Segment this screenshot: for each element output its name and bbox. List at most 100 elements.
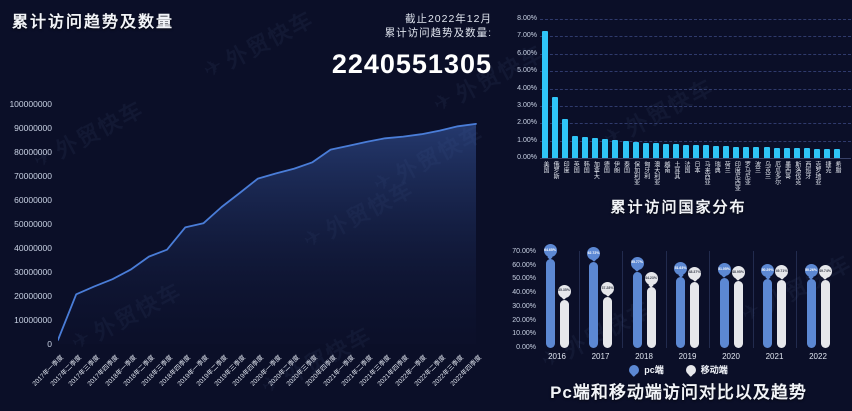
- pc-bar: [632, 271, 642, 348]
- country-x-tick-label: 美国: [542, 161, 548, 173]
- country-x-tick-label: 西班牙: [803, 161, 810, 179]
- pc-balloon-icon: [629, 364, 640, 375]
- country-x-tick-label: 俄罗斯: [552, 161, 559, 179]
- pc-bar: [545, 259, 555, 348]
- country-bar: [783, 147, 790, 158]
- visits-x-tick-label: 2018年一季度: [104, 354, 138, 388]
- device-group-separator: [709, 251, 711, 348]
- visits-y-tick-label: 90000000: [14, 123, 52, 133]
- pc-bar: [676, 277, 685, 348]
- country-x-tick-label: 韩国: [582, 161, 589, 173]
- device-chart-title: Pc端和移动端访问对比以及趋势: [550, 383, 807, 402]
- watermark-logo-icon: ✈: [28, 141, 59, 173]
- device-year-label: 2016: [548, 352, 566, 361]
- country-bar: [602, 138, 609, 158]
- device-year-label: 2020: [722, 352, 740, 361]
- mobile-balloon-marker: 44.23%: [644, 272, 658, 286]
- country-gridline: [540, 19, 851, 20]
- country-chart-title: 累计访问国家分布: [610, 199, 747, 216]
- country-x-tick-label: 澳大利亚: [652, 161, 659, 185]
- country-x-tick-label: 厄瓜多尔: [773, 161, 780, 185]
- country-y-tick-label: 6.00%: [517, 49, 537, 57]
- country-bar: [622, 140, 629, 158]
- visits-x-tick-label: 2022年一季度: [394, 354, 429, 388]
- mobile-balloon-marker: 49.74%: [818, 264, 832, 278]
- pc-balloon-marker: 62.72%: [587, 246, 600, 260]
- country-bar: [582, 137, 589, 158]
- summary-block: 截止2022年12月 累计访问趋势及数量: 2240551305: [300, 12, 492, 80]
- mobile-balloon-marker: 48.95%: [731, 265, 745, 279]
- visits-x-tick-label: 2017年一季度: [31, 354, 66, 388]
- device-legend: pc端 移动端: [505, 363, 852, 376]
- device-y-tick-label: 60.00%: [512, 261, 536, 269]
- visits-x-tick-label: 2021年一季度: [322, 354, 356, 388]
- country-y-tick-label: 0.00%: [517, 154, 537, 161]
- device-year-label: 2018: [635, 352, 653, 361]
- country-bar: [652, 143, 659, 158]
- visits-x-tick-label: 2021年四季度: [376, 354, 411, 388]
- country-bar: [813, 148, 820, 158]
- visits-y-tick-label: 50000000: [14, 219, 52, 229]
- country-gridline: [540, 140, 851, 142]
- device-group-separator: [796, 251, 798, 348]
- device-y-tick-label: 10.00%: [512, 330, 536, 338]
- visits-x-tick-label: 2020年二季度: [267, 354, 302, 388]
- visits-y-tick-label: 40000000: [14, 243, 52, 253]
- mobile-bar: [646, 287, 656, 348]
- device-year-label: 2019: [678, 352, 697, 361]
- mobile-bar: [690, 281, 699, 348]
- device-year-label: 2022: [809, 352, 827, 361]
- country-y-tick-label: 8.00%: [517, 15, 537, 22]
- pc-bar: [719, 277, 729, 348]
- mobile-balloon-marker: 35.35%: [557, 284, 571, 298]
- country-bar: [612, 139, 619, 158]
- watermark-logo-icon: ✈: [736, 295, 767, 327]
- country-x-tick-label: 土耳其: [672, 161, 679, 179]
- country-x-tick-label: 克罗地亚: [813, 161, 820, 185]
- country-y-tick-label: 2.00%: [517, 119, 537, 127]
- watermark: ✈外贸快车: [736, 246, 852, 331]
- mobile-balloon-icon: [685, 364, 696, 375]
- country-gridline: [540, 53, 851, 55]
- visits-x-tick-label: 2021年二季度: [340, 354, 375, 388]
- country-gridline: [540, 105, 851, 107]
- pc-balloon-marker: 50.29%: [761, 264, 774, 278]
- country-x-tick-label: 德国: [602, 161, 609, 173]
- country-x-tick-label: 瑞典: [713, 161, 720, 173]
- pc-bar: [589, 261, 598, 348]
- summary-total-value: 2240551305: [331, 49, 492, 79]
- country-x-tick-label: 匈牙利: [642, 161, 649, 179]
- visits-x-tick-label: 2017年三季度: [67, 354, 102, 388]
- visits-x-tick-label: 2017年四季度: [86, 354, 120, 388]
- pc-balloon-marker: 55.77%: [630, 256, 644, 270]
- mobile-bar: [603, 296, 612, 348]
- visits-y-tick-label: 100000000: [9, 99, 52, 109]
- area-fill: [58, 123, 476, 345]
- country-bar: [552, 97, 559, 158]
- country-bar: [542, 31, 548, 158]
- legend-item-mobile: 移动端: [685, 363, 728, 376]
- country-bar: [642, 142, 649, 158]
- country-y-tick-label: 7.00%: [517, 32, 537, 40]
- mobile-bar: [820, 279, 830, 348]
- country-x-tick-label: 日本: [693, 161, 700, 173]
- country-x-tick-label: 伊朗: [612, 161, 619, 173]
- country-gridline: [540, 123, 851, 125]
- pc-balloon-marker: 51.05%: [717, 262, 731, 276]
- visits-y-tick-label: 60000000: [14, 195, 52, 205]
- visits-x-tick-label: 2020年一季度: [249, 354, 284, 388]
- device-y-tick-label: 20.00%: [512, 316, 536, 324]
- country-x-tick-label: 马来西亚: [703, 161, 710, 185]
- country-bar: [672, 144, 679, 158]
- visits-y-tick-label: 70000000: [14, 171, 52, 181]
- country-bar: [793, 148, 800, 158]
- device-y-tick-label: 40.00%: [512, 289, 536, 297]
- country-bar: [693, 145, 700, 158]
- visits-y-tick-label: 80000000: [14, 147, 52, 157]
- watermark: ✈外贸快车: [598, 70, 719, 155]
- watermark-text: 外贸快车: [759, 250, 852, 318]
- country-bar: [723, 146, 730, 158]
- visits-x-tick-label: 2019年四季度: [231, 354, 265, 388]
- visits-x-tick-label: 2022年三季度: [431, 354, 465, 388]
